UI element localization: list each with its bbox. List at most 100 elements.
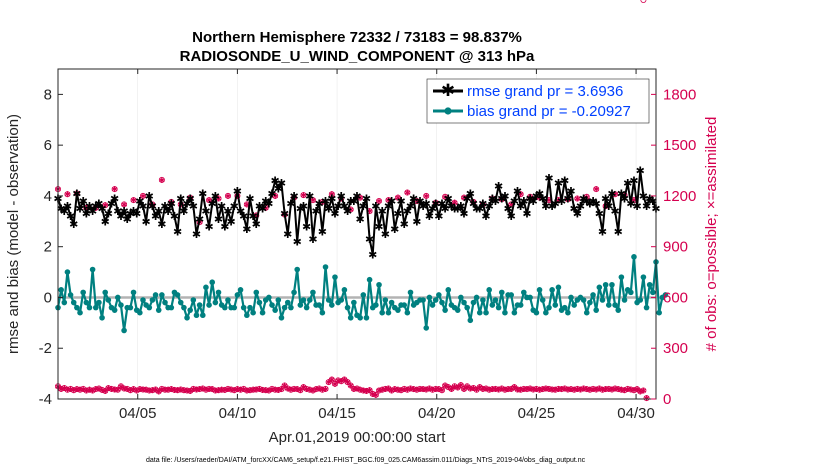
x-tick-label: 04/15 bbox=[318, 405, 356, 422]
bias-point bbox=[225, 297, 231, 303]
possible-obs-marker bbox=[165, 386, 172, 393]
possible-obs-marker bbox=[86, 386, 93, 393]
rmse-point: ✱ bbox=[116, 211, 125, 223]
possible-obs-marker bbox=[253, 386, 260, 393]
assimilated-obs-marker: ✱ bbox=[297, 386, 304, 395]
rmse-series-line bbox=[57, 169, 657, 256]
bias-point bbox=[199, 312, 206, 319]
possible-obs-marker bbox=[577, 386, 584, 393]
grid bbox=[137, 69, 637, 399]
possible-obs-marker bbox=[300, 384, 307, 391]
legend: ✱ rmse grand pr = 3.6936 bias grand pr =… bbox=[426, 78, 650, 124]
bias-point bbox=[149, 297, 156, 303]
y-tick-label: 8 bbox=[44, 86, 52, 103]
assimilated-obs-marker: ✱ bbox=[77, 386, 84, 395]
rmse-point: ✱ bbox=[639, 191, 648, 203]
bias-point bbox=[580, 297, 587, 303]
assimilated-obs-marker: ✱ bbox=[640, 387, 647, 396]
assimilated-obs-marker: ✱ bbox=[555, 196, 562, 205]
rmse-point: ✱ bbox=[378, 206, 387, 218]
assimilated-obs-marker: ✱ bbox=[634, 385, 641, 394]
assimilated-obs-marker: ✱ bbox=[395, 194, 402, 203]
possible-obs-marker bbox=[174, 387, 181, 394]
rmse-point: ✱ bbox=[75, 204, 84, 216]
possible-obs-marker bbox=[583, 193, 590, 200]
assimilated-obs-marker: ✱ bbox=[243, 200, 250, 209]
assimilated-obs-marker: ✱ bbox=[231, 386, 238, 395]
assimilated-obs-marker: ✱ bbox=[360, 387, 367, 396]
rmse-point: ✱ bbox=[557, 196, 566, 208]
assimilated-obs-marker: ✱ bbox=[495, 386, 502, 395]
rmse-point: ✱ bbox=[500, 191, 509, 203]
bias-point bbox=[306, 297, 313, 303]
assimilated-obs-marker: ✱ bbox=[259, 386, 266, 395]
possible-obs-marker bbox=[539, 386, 546, 393]
bias-point bbox=[237, 287, 244, 293]
possible-obs-marker bbox=[523, 386, 530, 393]
assimilated-obs-marker: ✱ bbox=[237, 386, 244, 395]
bias-point bbox=[316, 302, 323, 308]
possible-obs-marker bbox=[278, 386, 285, 393]
assimilated-obs-marker: ✱ bbox=[458, 381, 465, 390]
assimilated-obs-marker: ✱ bbox=[193, 386, 200, 395]
possible-obs-marker bbox=[413, 386, 420, 393]
bias-point bbox=[360, 292, 367, 298]
rmse-point: ✱ bbox=[164, 206, 173, 218]
possible-obs-marker bbox=[394, 386, 401, 393]
possible-obs-marker bbox=[470, 384, 477, 391]
assimilated-obs-marker: ✱ bbox=[413, 386, 420, 395]
bias-point bbox=[662, 292, 669, 298]
assimilated-obs-marker: ✱ bbox=[363, 387, 370, 396]
rmse-point: ✱ bbox=[88, 206, 97, 218]
assimilated-obs-marker: ✱ bbox=[555, 385, 562, 394]
bias-point bbox=[363, 314, 370, 321]
rmse-point: ✱ bbox=[66, 211, 75, 223]
assimilated-obs-marker: ✱ bbox=[143, 386, 150, 395]
rmse-point: ✱ bbox=[113, 206, 122, 218]
assimilated-obs-marker: ✱ bbox=[417, 385, 424, 394]
rmse-point: ✱ bbox=[359, 201, 368, 213]
assimilated-obs-marker: ✱ bbox=[492, 385, 499, 394]
possible-obs-marker bbox=[608, 386, 615, 393]
assimilated-obs-marker: ✱ bbox=[627, 386, 634, 395]
assimilated-obs-marker: ✱ bbox=[470, 384, 477, 393]
possible-obs-marker bbox=[545, 385, 552, 392]
assimilated-obs-marker: ✱ bbox=[155, 387, 162, 396]
rmse-point: ✱ bbox=[472, 204, 481, 216]
possible-obs-marker bbox=[73, 386, 80, 393]
possible-obs-marker bbox=[319, 386, 326, 393]
assimilated-obs-marker: ✱ bbox=[520, 385, 527, 394]
bias-point bbox=[300, 297, 307, 303]
possible-obs-marker bbox=[328, 191, 335, 198]
possible-obs-marker bbox=[492, 385, 499, 392]
assimilated-obs-marker: ✱ bbox=[420, 385, 427, 394]
rmse-point: ✱ bbox=[293, 237, 302, 249]
possible-obs-marker bbox=[108, 385, 115, 392]
bias-point bbox=[631, 254, 637, 260]
rmse-point: ✱ bbox=[459, 209, 468, 221]
assimilated-obs-marker: ✱ bbox=[272, 192, 279, 201]
assimilated-obs-marker: ✱ bbox=[262, 204, 269, 213]
possible-obs-marker bbox=[105, 385, 112, 392]
rmse-point: ✱ bbox=[507, 211, 516, 223]
bias-point bbox=[351, 299, 357, 306]
bias-point bbox=[322, 264, 329, 270]
bias-point bbox=[272, 307, 278, 313]
possible-obs-marker bbox=[369, 390, 376, 397]
rmse-point: ✱ bbox=[324, 204, 333, 216]
possible-obs-marker bbox=[237, 386, 244, 393]
assimilated-obs-marker: ✱ bbox=[250, 386, 257, 395]
possible-obs-marker bbox=[177, 386, 184, 393]
assimilated-obs-marker: ✱ bbox=[181, 386, 188, 395]
assimilated-obs-marker: ✱ bbox=[212, 387, 219, 396]
possible-obs-marker bbox=[121, 201, 128, 208]
ticks: 04/05 04/10 04/15 04/20 04/25 04/30 -4 -2 0 2 4 6 8 0… bbox=[39, 69, 696, 422]
possible-obs-marker bbox=[353, 385, 360, 392]
bias-point bbox=[454, 307, 461, 313]
rmse-point: ✱ bbox=[566, 186, 575, 198]
possible-obs-marker bbox=[281, 382, 288, 389]
rmse-point: ✱ bbox=[214, 214, 223, 226]
assimilated-obs-marker: ✱ bbox=[388, 387, 395, 396]
bias-point bbox=[215, 289, 222, 296]
assimilated-obs-marker: ✱ bbox=[313, 385, 320, 394]
